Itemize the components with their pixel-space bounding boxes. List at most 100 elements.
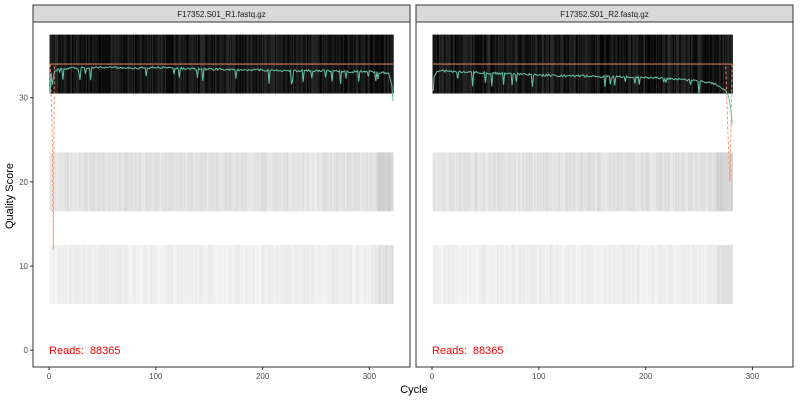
heatmap-cell: [685, 152, 688, 212]
heatmap-cell: [729, 244, 731, 304]
heatmap-cell: [132, 244, 135, 304]
heatmap-cell: [262, 244, 264, 304]
heatmap-cell: [145, 244, 148, 304]
heatmap-cell: [673, 152, 676, 212]
heatmap-cell: [605, 152, 607, 212]
heatmap-cell: [698, 152, 700, 212]
heatmap-cell: [230, 244, 232, 304]
heatmap-cell: [624, 152, 627, 212]
heatmap-cell: [471, 152, 473, 212]
heatmap-cell: [294, 244, 296, 304]
heatmap-cell: [105, 152, 107, 212]
heatmap-cell: [654, 152, 657, 212]
heatmap-cell: [588, 152, 590, 212]
heatmap-cell: [212, 244, 215, 304]
heatmap-cell: [607, 152, 610, 212]
heatmap-cell: [268, 244, 270, 304]
heatmap-cell: [724, 244, 726, 304]
heatmap-cell: [474, 152, 476, 212]
heatmap-cell: [331, 152, 333, 212]
heatmap-cell: [185, 152, 187, 212]
heatmap-cell: [251, 244, 253, 304]
heatmap-cell: [357, 244, 359, 304]
heatmap-cell: [82, 244, 85, 304]
heatmap-cell: [69, 244, 72, 304]
heatmap-cell: [435, 244, 438, 304]
y-tick-label: 30: [19, 94, 28, 103]
heatmap-cell: [707, 152, 709, 212]
heatmap-cell: [62, 244, 64, 304]
heatmap-cell: [221, 244, 223, 304]
heatmap-cell: [668, 244, 670, 304]
heatmap-cell: [392, 34, 394, 94]
heatmap-cell: [618, 244, 620, 304]
heatmap-cell: [163, 152, 166, 212]
heatmap-cell: [583, 244, 585, 304]
heatmap-cell: [77, 244, 79, 304]
heatmap-cell: [125, 152, 127, 212]
heatmap-cell: [551, 152, 553, 212]
heatmap-cell: [344, 152, 346, 212]
heatmap-cell: [90, 152, 92, 212]
heatmap-cell: [531, 244, 534, 304]
heatmap-cell: [383, 244, 386, 304]
heatmap-cell: [683, 244, 685, 304]
heatmap-cell: [448, 152, 450, 212]
heatmap-cell: [676, 244, 678, 304]
heatmap-cell: [282, 244, 284, 304]
heatmap-cell: [295, 152, 297, 212]
heatmap-cell: [143, 244, 145, 304]
heatmap-cell: [462, 244, 464, 304]
heatmap-cell: [691, 244, 693, 304]
heatmap-cell: [572, 152, 574, 212]
heatmap-cell: [383, 152, 386, 212]
heatmap-cell: [185, 244, 187, 304]
heatmap-cell: [607, 244, 610, 304]
heatmap-cell: [211, 244, 214, 304]
heatmap-cell: [334, 152, 337, 212]
heatmap-cell: [379, 152, 381, 212]
heatmap-cell: [89, 244, 91, 304]
heatmap-cell: [381, 152, 384, 212]
heatmap-cell: [703, 152, 706, 212]
heatmap-cell: [268, 152, 270, 212]
heatmap-cell: [340, 152, 342, 212]
heatmap-cell: [613, 152, 615, 212]
heatmap-cell: [645, 244, 647, 304]
heatmap-cell: [495, 244, 497, 304]
heatmap-cell: [636, 244, 638, 304]
heatmap-cell: [621, 244, 623, 304]
heatmap-cell: [273, 152, 276, 212]
heatmap-cell: [302, 152, 305, 212]
heatmap-cell: [552, 244, 554, 304]
heatmap-cell: [61, 152, 63, 212]
heatmap-cell: [172, 244, 174, 304]
heatmap-cell: [88, 244, 90, 304]
heatmap-cell: [252, 152, 254, 212]
heatmap-cell: [381, 244, 384, 304]
heatmap-cell: [178, 244, 181, 304]
heatmap-cell: [521, 244, 523, 304]
heatmap-cell: [606, 244, 609, 304]
heatmap-cell: [371, 244, 373, 304]
heatmap-cell: [245, 244, 247, 304]
heatmap-cell: [139, 152, 141, 212]
heatmap-cell: [112, 244, 114, 304]
heatmap-cell: [582, 152, 584, 212]
heatmap-cell: [146, 152, 149, 212]
heatmap-cell: [674, 152, 677, 212]
heatmap-cell: [721, 244, 724, 304]
heatmap-cell: [310, 244, 312, 304]
heatmap-cell: [509, 152, 511, 212]
heatmap-cell: [200, 152, 202, 212]
heatmap-cell: [283, 244, 285, 304]
heatmap-cell: [570, 152, 572, 212]
heatmap-cell: [210, 244, 213, 304]
heatmap-cell: [626, 244, 629, 304]
heatmap-cell: [206, 152, 208, 212]
heatmap-cell: [196, 152, 199, 212]
heatmap-cell: [522, 244, 524, 304]
heatmap-cell: [249, 244, 251, 304]
heatmap-cell: [316, 244, 318, 304]
heatmap-cell: [624, 244, 627, 304]
